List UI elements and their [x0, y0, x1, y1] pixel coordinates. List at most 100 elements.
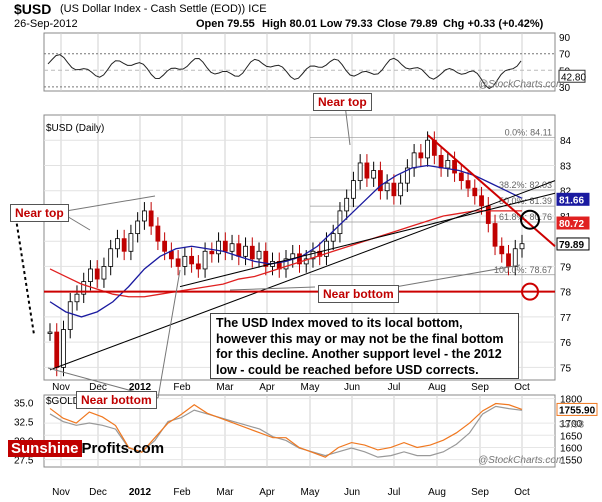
candle-body	[243, 245, 248, 257]
x-tick-label: Mar	[216, 382, 234, 393]
candle-body	[425, 139, 431, 159]
candle-body	[472, 187, 478, 197]
x-tick-label: Dec	[89, 487, 107, 498]
candle-body	[317, 250, 323, 257]
x-tick-label: Jun	[344, 382, 360, 393]
candle-body	[229, 243, 235, 252]
indicator-tick-label: 90	[559, 33, 571, 44]
candle-body	[216, 240, 221, 255]
candle-body	[519, 243, 525, 250]
candle-body	[54, 331, 60, 368]
indicator-value-box	[558, 69, 586, 83]
y-tick-label: 82	[560, 187, 572, 198]
candle-body	[371, 170, 377, 179]
candle-body	[61, 329, 66, 368]
dashed-trend-line	[13, 205, 35, 335]
y-tick-label: 78	[560, 288, 572, 299]
candle-body	[512, 248, 518, 267]
callout-near-bottom-mid: Near bottom	[318, 285, 399, 303]
candle-body	[357, 162, 363, 182]
watermark: @StockCharts.com	[478, 79, 565, 90]
indicator-panel	[43, 32, 556, 92]
x-tick-label: 2012	[129, 487, 152, 498]
callout-pointer	[344, 104, 351, 146]
candle-body	[47, 331, 53, 334]
chart-symbol: $USD	[14, 1, 52, 17]
price-box	[556, 216, 590, 230]
candle-body	[445, 160, 451, 169]
callout-near-top-left: Near top	[10, 204, 69, 222]
candle-body	[162, 240, 168, 252]
candle-body	[175, 258, 181, 267]
candle-body	[88, 268, 93, 282]
gold-series	[49, 402, 523, 458]
price-series	[47, 131, 525, 377]
fib-label: 38.2%: 82.03	[499, 180, 552, 190]
candle-body	[384, 182, 390, 192]
sunshine-profits-logo: Sunshine Profits.com	[8, 440, 164, 457]
low-value: Low 79.33	[320, 18, 373, 30]
candle-body	[222, 240, 228, 252]
x-tick-label: Jun	[344, 487, 360, 498]
callout-pointer	[394, 264, 521, 288]
candle-body	[195, 263, 201, 270]
gold-panel-label: $GOLD	[46, 396, 80, 407]
candle-body	[101, 266, 107, 280]
y-tick-label: 84	[560, 136, 572, 147]
gold-y-tick-left: 27.5	[14, 455, 34, 466]
candle-body	[81, 281, 87, 295]
high-value: High 80.01	[262, 18, 318, 30]
candle-body	[168, 250, 174, 260]
candle-body	[249, 245, 255, 260]
candle-body	[438, 154, 444, 169]
x-tick-label: Aug	[428, 487, 446, 498]
y-tick-label: 77	[560, 313, 572, 324]
x-tick-label: Nov	[52, 487, 70, 498]
candle-body	[108, 248, 114, 267]
x-tick-label: Apr	[259, 487, 275, 498]
candle-body	[404, 167, 410, 184]
indicator-line	[47, 54, 522, 90]
highlight-circle-red	[521, 282, 539, 301]
x-tick-label: Mar	[216, 487, 234, 498]
gold-price-label: 1755.90	[559, 405, 596, 416]
gold-y-tick-left: 35.0	[14, 399, 34, 410]
x-tick-label: Oct	[514, 487, 530, 498]
logo-part1: Sunshine	[8, 440, 82, 457]
callout-near-top-mid: Near top	[313, 93, 372, 111]
x-tick-label: May	[301, 382, 320, 393]
candle-body	[465, 180, 471, 189]
x-tick-label: Nov	[52, 382, 70, 393]
candle-body	[128, 233, 134, 252]
x-tick-label: Sep	[471, 382, 489, 393]
price-box-label: 81.66	[559, 195, 584, 206]
close-value: Close 79.89	[377, 18, 438, 30]
fib-label: 0.0%: 84.11	[505, 127, 552, 137]
chart-name: (US Dollar Index - Cash Settle (EOD)) IC…	[60, 3, 267, 15]
x-tick-label: Apr	[259, 382, 275, 393]
fib-label: 100.0%: 78.67	[494, 265, 552, 275]
logo-part2: Profits.com	[81, 440, 165, 457]
x-tick-label: 2012	[129, 382, 152, 393]
candle-body	[391, 182, 397, 197]
y-tick-label: 75	[560, 363, 572, 374]
candle-body	[330, 233, 336, 242]
candle-body	[351, 180, 356, 199]
candle-body	[182, 255, 188, 267]
candle-body	[74, 293, 80, 303]
indicator-value-label: 42.80	[561, 72, 586, 83]
x-tick-label: Aug	[428, 382, 446, 393]
x-tick-label: Jul	[388, 487, 401, 498]
candle-body	[499, 245, 505, 255]
price-box-label: 79.89	[559, 240, 584, 251]
candle-body	[297, 253, 302, 265]
candle-body	[324, 240, 329, 257]
fib-label: 50.0%: 81.39	[499, 196, 552, 206]
price-box-label: 80.72	[559, 219, 584, 230]
x-tick-label: May	[301, 487, 320, 498]
gold-y-tick-right: 1600	[560, 443, 583, 454]
analysis-note: The USD Index moved to its local bottom,…	[210, 313, 519, 379]
indicator-tick-label: 70	[559, 50, 571, 61]
price-box	[556, 237, 590, 251]
